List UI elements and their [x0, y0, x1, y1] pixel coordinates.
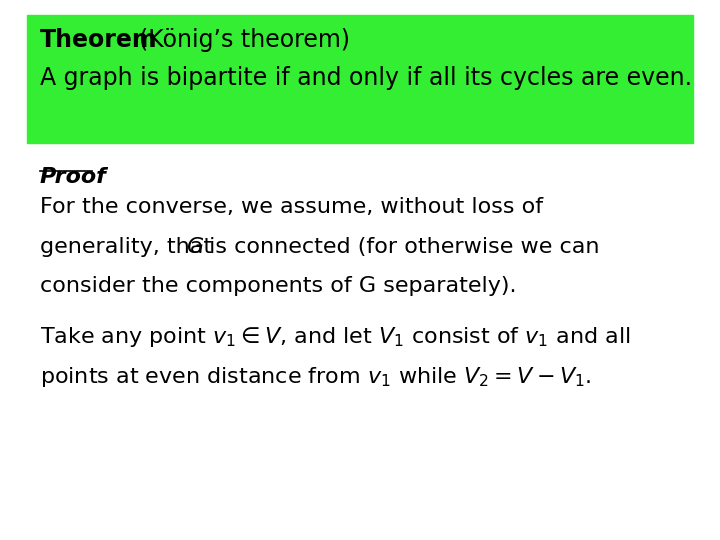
FancyBboxPatch shape	[27, 15, 693, 143]
Text: For the converse, we assume, without loss of: For the converse, we assume, without los…	[40, 197, 543, 217]
Text: Proof: Proof	[40, 167, 107, 187]
Text: Take any point $v_1 \in V$, and let $V_1$ consist of $v_1$ and all: Take any point $v_1 \in V$, and let $V_1…	[40, 325, 630, 349]
Text: generality, that: generality, that	[40, 237, 219, 256]
Text: is connected (for otherwise we can: is connected (for otherwise we can	[202, 237, 599, 256]
Text: A graph is bipartite if and only if all its cycles are even.: A graph is bipartite if and only if all …	[40, 66, 692, 90]
Text: (König’s theorem): (König’s theorem)	[124, 28, 350, 52]
Text: consider the components of G separately).: consider the components of G separately)…	[40, 276, 516, 296]
Text: points at even distance from $v_1$ while $V_2 = V - V_1$.: points at even distance from $v_1$ while…	[40, 364, 591, 389]
Text: G: G	[187, 237, 204, 256]
Text: Theorem: Theorem	[40, 28, 157, 52]
